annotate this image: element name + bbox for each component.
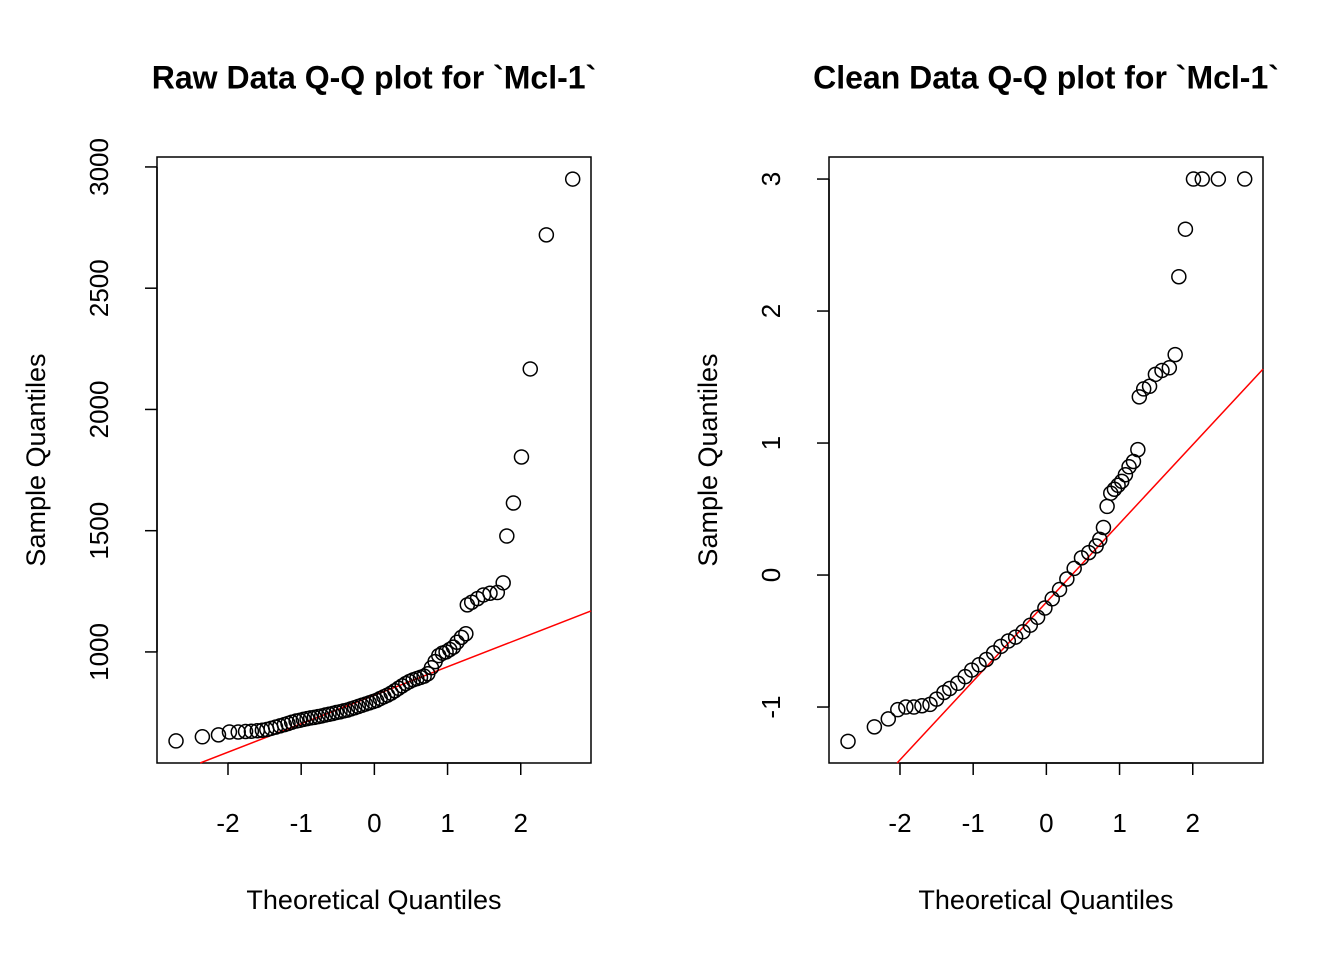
point [453,629,470,646]
point [1131,389,1148,405]
point [1171,268,1187,285]
y-tick-label: 1000 [84,623,114,681]
x-tick-label: 0 [367,808,381,838]
y-tick-label: 3000 [84,138,114,196]
chart-title: Raw Data Q-Q plot for `Mcl-1` [152,59,596,95]
point [1099,498,1115,515]
point [840,733,856,750]
x-tick-label: -1 [962,808,985,838]
point [538,227,555,243]
point [522,361,539,377]
y-tick-label: 0 [756,568,786,582]
point [1066,560,1082,577]
point [237,723,254,740]
point [1044,591,1060,607]
x-tick-label: 1 [1112,808,1126,838]
point [445,639,462,655]
point [243,723,260,739]
point [1167,346,1183,363]
point [1095,519,1112,536]
y-tick-label: -1 [756,695,786,718]
point [221,724,238,740]
point [890,701,906,718]
plot-frame [828,156,1264,764]
point [564,171,581,187]
point [1130,441,1146,458]
point [458,625,474,642]
point [1194,171,1211,187]
point [942,680,958,697]
point [866,719,883,735]
y-tick-label: 2 [756,304,786,318]
point [1121,459,1137,475]
x-tick-label: -2 [216,808,239,838]
point [1177,221,1194,237]
x-tick-label: -1 [290,808,313,838]
point [1154,362,1170,379]
y-axis-label: Sample Quantiles [693,353,723,566]
x-axis-label: Theoretical Quantiles [246,885,501,915]
plot-frame [156,156,592,764]
point [914,697,930,714]
y-axis-label: Sample Quantiles [21,353,51,566]
chart-title: Clean Data Q-Q plot for `Mcl-1` [813,59,1279,95]
point [1092,531,1108,548]
x-tick-label: 2 [514,808,528,838]
point [499,528,515,544]
point [1051,581,1068,598]
point [449,634,465,650]
y-tick-label: 1500 [84,502,114,560]
x-tick-label: 0 [1039,808,1053,838]
point [1185,171,1202,187]
point [379,687,396,703]
point [906,699,922,715]
point [1236,171,1253,187]
point [482,585,498,602]
y-tick-label: 2500 [84,259,114,317]
point [168,733,184,749]
point [505,495,522,511]
point [1106,481,1123,497]
y-tick-label: 3 [756,172,786,186]
x-tick-label: 1 [440,808,454,838]
x-tick-label: -2 [888,808,911,838]
point [1110,477,1126,494]
point [1000,633,1017,649]
x-axis-label: Theoretical Quantiles [918,885,1173,915]
point [1117,466,1134,483]
point [880,711,897,727]
x-tick-label: 2 [1186,808,1200,838]
point [210,727,227,743]
point [230,724,246,740]
point [1059,571,1075,587]
point [1210,171,1227,187]
point [1161,360,1178,376]
point [1103,485,1119,501]
y-tick-label: 2000 [84,381,114,439]
point [495,575,511,591]
point [194,729,211,745]
point [513,449,530,465]
y-tick-label: 1 [756,436,786,450]
point [898,699,914,715]
